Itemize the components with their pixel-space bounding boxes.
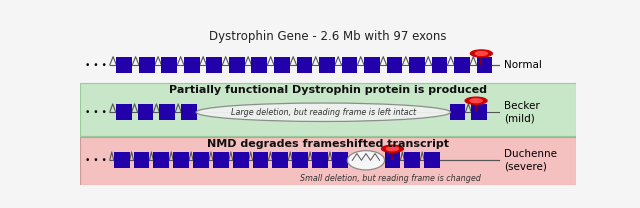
Text: Dystrophin Gene - 2.6 Mb with 97 exons: Dystrophin Gene - 2.6 Mb with 97 exons (209, 30, 447, 43)
FancyBboxPatch shape (252, 57, 268, 73)
FancyBboxPatch shape (364, 57, 380, 73)
FancyBboxPatch shape (431, 57, 447, 73)
FancyBboxPatch shape (154, 152, 170, 168)
Text: • • •: • • • (85, 108, 108, 117)
FancyBboxPatch shape (273, 152, 289, 168)
Circle shape (470, 50, 492, 57)
Circle shape (465, 97, 487, 104)
FancyBboxPatch shape (253, 152, 269, 168)
FancyBboxPatch shape (449, 104, 465, 120)
Text: Partially functional Dystrophin protein is produced: Partially functional Dystrophin protein … (169, 85, 487, 95)
FancyBboxPatch shape (207, 57, 222, 73)
FancyBboxPatch shape (471, 104, 487, 120)
FancyBboxPatch shape (319, 57, 335, 73)
Text: Small deletion, but reading frame is changed: Small deletion, but reading frame is cha… (300, 174, 481, 183)
FancyBboxPatch shape (173, 152, 189, 168)
FancyBboxPatch shape (292, 152, 308, 168)
Circle shape (387, 147, 399, 151)
FancyBboxPatch shape (116, 57, 132, 73)
FancyBboxPatch shape (233, 152, 248, 168)
Text: • • •: • • • (85, 61, 108, 69)
FancyBboxPatch shape (404, 152, 420, 168)
Text: NMD degrades frameshifted transcript: NMD degrades frameshifted transcript (207, 139, 449, 149)
Circle shape (476, 52, 488, 55)
FancyBboxPatch shape (387, 57, 403, 73)
FancyBboxPatch shape (181, 104, 197, 120)
FancyBboxPatch shape (159, 104, 175, 120)
FancyBboxPatch shape (454, 57, 470, 73)
Text: • • •: • • • (85, 156, 108, 165)
FancyBboxPatch shape (184, 57, 200, 73)
FancyBboxPatch shape (116, 104, 132, 120)
FancyBboxPatch shape (134, 152, 150, 168)
Text: Becker
(mild): Becker (mild) (504, 102, 540, 123)
Text: Normal: Normal (504, 60, 542, 70)
FancyBboxPatch shape (385, 152, 401, 168)
Text: Large deletion, but reading frame is left intact: Large deletion, but reading frame is lef… (231, 108, 416, 117)
Text: Duchenne
(severe): Duchenne (severe) (504, 150, 557, 171)
FancyBboxPatch shape (409, 57, 425, 73)
FancyBboxPatch shape (342, 57, 357, 73)
FancyBboxPatch shape (193, 152, 209, 168)
Circle shape (381, 145, 403, 152)
FancyBboxPatch shape (274, 57, 290, 73)
FancyBboxPatch shape (213, 152, 229, 168)
FancyBboxPatch shape (424, 152, 440, 168)
FancyBboxPatch shape (139, 57, 155, 73)
Ellipse shape (196, 103, 451, 121)
FancyBboxPatch shape (332, 152, 348, 168)
FancyBboxPatch shape (229, 57, 245, 73)
FancyBboxPatch shape (312, 152, 328, 168)
FancyBboxPatch shape (114, 152, 129, 168)
Ellipse shape (348, 151, 385, 170)
FancyBboxPatch shape (296, 57, 312, 73)
FancyBboxPatch shape (80, 137, 576, 185)
Circle shape (470, 99, 482, 103)
FancyBboxPatch shape (138, 104, 154, 120)
FancyBboxPatch shape (80, 83, 576, 136)
FancyBboxPatch shape (161, 57, 177, 73)
FancyBboxPatch shape (477, 57, 492, 73)
